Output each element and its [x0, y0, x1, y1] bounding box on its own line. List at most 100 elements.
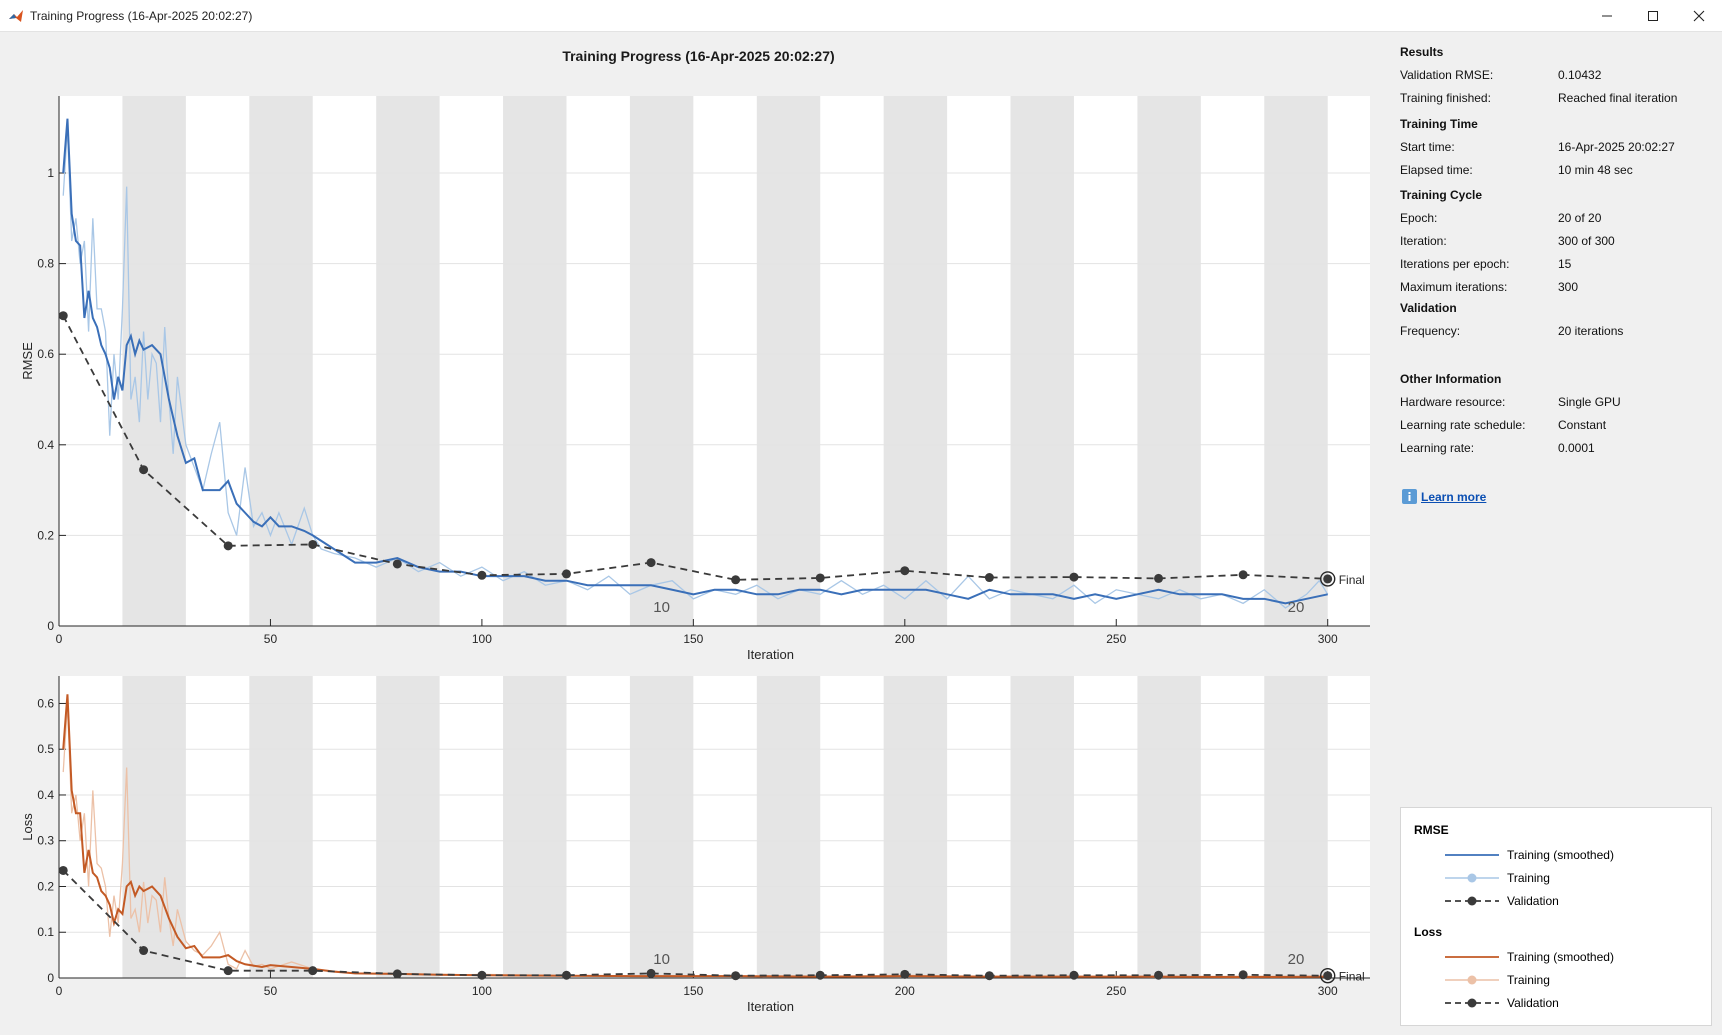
final-marker [1320, 968, 1336, 984]
validation-point [561, 970, 571, 980]
epoch-band [629, 96, 694, 626]
section-heading: Other Information [1400, 372, 1502, 386]
legend-swatch [1445, 896, 1499, 906]
x-axis-label: Iteration [747, 647, 794, 662]
legend-swatch [1445, 873, 1499, 883]
minimize-icon [1602, 15, 1612, 16]
epoch-band [1264, 96, 1328, 626]
section-heading: Results [1400, 45, 1444, 59]
epoch-band [756, 676, 821, 978]
info-value: Single GPU [1558, 395, 1621, 409]
info-label: Maximum iterations: [1400, 280, 1508, 294]
validation-point [1069, 970, 1079, 980]
minimize-button[interactable] [1584, 0, 1630, 31]
validation-point [58, 311, 68, 321]
validation-point [984, 573, 994, 583]
y-tick-label: 0.4 [37, 788, 54, 802]
x-tick-label: 100 [472, 632, 492, 646]
legend-heading: Loss [1414, 925, 1443, 939]
epoch-band [376, 96, 440, 626]
x-tick-label: 250 [1106, 632, 1126, 646]
section-heading: Training Cycle [1400, 188, 1483, 202]
title-bar: Training Progress (16-Apr-2025 20:02:27) [0, 0, 1722, 32]
validation-point [731, 971, 741, 981]
epoch-label: 10 [653, 599, 670, 616]
info-icon [1402, 489, 1417, 504]
info-value: 300 [1558, 280, 1579, 294]
y-tick-label: 0 [47, 619, 54, 633]
y-tick-label: 0.3 [37, 834, 54, 848]
section-heading: Training Time [1400, 117, 1478, 131]
info-label: Validation RMSE: [1400, 68, 1494, 82]
x-tick-label: 300 [1318, 984, 1338, 998]
epoch-band [122, 96, 186, 626]
validation-point [1238, 970, 1248, 980]
close-button[interactable] [1676, 0, 1722, 31]
validation-point [139, 946, 149, 956]
x-tick-label: 150 [683, 632, 703, 646]
x-tick-label: 0 [56, 632, 63, 646]
info-value: 16-Apr-2025 20:02:27 [1558, 140, 1675, 154]
validation-point [646, 558, 656, 568]
validation-point [392, 559, 402, 569]
validation-point [731, 575, 741, 585]
y-axis-label: Loss [20, 813, 35, 841]
info-value: 10 min 48 sec [1558, 163, 1633, 177]
maximize-button[interactable] [1630, 0, 1676, 31]
final-marker [1320, 571, 1336, 587]
validation-point [1154, 970, 1164, 980]
info-value: 20 of 20 [1558, 211, 1602, 225]
validation-point [646, 968, 656, 978]
validation-point [561, 569, 571, 579]
validation-point [1154, 573, 1164, 583]
legend-heading: RMSE [1414, 823, 1449, 837]
validation-point [1069, 572, 1079, 582]
validation-point [139, 465, 149, 475]
training-plots: 0 50 100 150 200 250 30000.20.40.60.81Iteratio… [20, 96, 1370, 1014]
info-value: Reached final iteration [1558, 91, 1678, 105]
y-tick-label: 0.2 [37, 528, 54, 542]
legend-swatch [1445, 998, 1499, 1008]
legend-label: Validation [1507, 996, 1559, 1010]
info-value: 300 of 300 [1558, 234, 1615, 248]
epoch-band [1010, 676, 1074, 978]
epoch-band [629, 676, 694, 978]
epoch-band [1137, 96, 1201, 626]
epoch-band [756, 96, 821, 626]
y-tick-label: 0.6 [37, 696, 54, 710]
info-value: 15 [1558, 257, 1572, 271]
rmse-axes [58, 96, 1370, 627]
y-tick-label: 1 [47, 166, 54, 180]
epoch-band [1010, 96, 1074, 626]
learn-more-link[interactable]: Learn more [1421, 489, 1487, 504]
validation-line [62, 315, 1328, 581]
epoch-band [249, 676, 313, 978]
matlab-icon [8, 8, 24, 24]
info-value: 20 iterations [1558, 324, 1624, 338]
validation-point [477, 570, 487, 580]
x-tick-label: 50 [264, 632, 278, 646]
epoch-band [503, 96, 567, 626]
validation-point [815, 573, 825, 583]
legend-swatch [1445, 975, 1499, 985]
epoch-label: 20 [1288, 951, 1305, 968]
y-tick-label: 0.6 [37, 347, 54, 361]
y-tick-label: 0.1 [37, 925, 54, 939]
info-label: Start time: [1400, 140, 1455, 154]
legend-label: Training (smoothed) [1507, 950, 1614, 964]
info-label: Learning rate: [1400, 441, 1475, 455]
info-value: 0.10432 [1558, 68, 1602, 82]
learn-more[interactable]: Learn more [1402, 489, 1486, 504]
y-axis-label: RMSE [20, 342, 35, 380]
validation-point [984, 971, 994, 981]
maximize-icon [1648, 10, 1658, 21]
epoch-band [1264, 676, 1328, 978]
x-tick-label: 150 [683, 984, 703, 998]
validation-point [477, 970, 487, 980]
validation-point [815, 970, 825, 980]
validation-point [223, 966, 233, 976]
x-axis-label: Iteration [747, 999, 794, 1014]
loss-axes [58, 676, 1370, 984]
info-label: Hardware resource: [1400, 395, 1506, 409]
final-label: Final [1339, 573, 1365, 587]
